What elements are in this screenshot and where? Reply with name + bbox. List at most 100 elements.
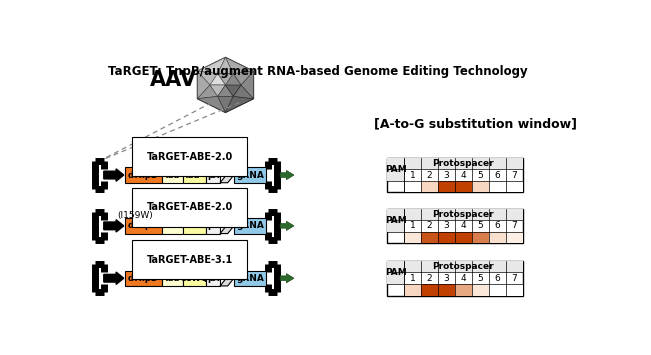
Polygon shape [220, 271, 234, 286]
Bar [387, 261, 523, 296]
Text: pA: pA [207, 170, 219, 180]
Bar [161, 218, 183, 234]
Bar [387, 208, 404, 231]
Text: 1: 1 [409, 170, 415, 180]
Bar [489, 181, 506, 192]
Text: 4: 4 [460, 170, 466, 180]
Text: 7: 7 [511, 274, 517, 283]
Bar [183, 218, 206, 234]
Bar [387, 158, 523, 192]
Bar [421, 284, 438, 296]
Text: Tad: Tad [164, 170, 180, 180]
Text: 2: 2 [426, 274, 432, 283]
Text: AAV: AAV [150, 70, 197, 89]
Text: 3: 3 [443, 274, 449, 283]
Polygon shape [220, 167, 234, 183]
Text: PAM: PAM [385, 268, 406, 277]
Text: 6: 6 [494, 274, 500, 283]
Text: TaRGET-ABE-3.1: TaRGET-ABE-3.1 [146, 255, 233, 265]
Bar [438, 181, 455, 192]
Text: 6: 6 [494, 170, 500, 180]
Text: 3: 3 [443, 170, 449, 180]
Bar [387, 158, 404, 181]
Text: [A-to-G substitution window]: [A-to-G substitution window] [374, 117, 577, 130]
Bar [489, 231, 506, 243]
Text: Protospacer: Protospacer [432, 262, 494, 271]
Polygon shape [197, 58, 253, 113]
Polygon shape [233, 85, 253, 99]
Bar [124, 271, 161, 286]
Text: 2: 2 [426, 170, 432, 180]
Text: Tad: Tad [164, 222, 180, 230]
Bar [455, 284, 472, 296]
Polygon shape [225, 58, 253, 73]
Bar [234, 271, 266, 286]
Text: 7: 7 [511, 170, 517, 180]
Bar [161, 271, 183, 286]
Bar [124, 218, 161, 234]
Bar [472, 231, 489, 243]
Polygon shape [217, 96, 233, 113]
Bar [206, 167, 220, 183]
FancyArrow shape [104, 272, 124, 284]
Bar [183, 271, 206, 286]
Text: 5: 5 [477, 274, 483, 283]
Text: 7: 7 [511, 222, 517, 230]
Text: pA: pA [207, 222, 219, 230]
FancyArrow shape [104, 220, 124, 232]
Text: 6: 6 [494, 222, 500, 230]
Bar [387, 208, 523, 243]
Text: 3: 3 [443, 222, 449, 230]
Bar [387, 261, 404, 284]
Bar [404, 158, 523, 169]
Text: 8eWQ: 8eWQ [181, 274, 208, 283]
Text: 1: 1 [409, 222, 415, 230]
Text: PAM: PAM [385, 215, 406, 225]
Polygon shape [217, 85, 233, 96]
Bar [421, 181, 438, 192]
Text: Tad*: Tad* [184, 170, 205, 180]
Polygon shape [225, 96, 253, 113]
Text: pA: pA [207, 274, 219, 283]
Polygon shape [225, 85, 241, 96]
Text: Protospacer: Protospacer [432, 210, 494, 219]
Text: dTnpB: dTnpB [128, 274, 158, 283]
FancyArrow shape [280, 274, 294, 283]
Bar [404, 231, 421, 243]
Text: TaRGET: TnpB/augment RNA-based Genome Editing Technology: TaRGET: TnpB/augment RNA-based Genome Ed… [108, 65, 528, 78]
Bar [404, 284, 421, 296]
Bar [506, 181, 523, 192]
Bar [124, 167, 161, 183]
Polygon shape [197, 85, 217, 99]
Polygon shape [225, 73, 241, 85]
Text: gRNA: gRNA [236, 222, 264, 230]
Bar [404, 261, 523, 272]
Polygon shape [217, 73, 233, 85]
Polygon shape [241, 71, 253, 99]
Bar [489, 284, 506, 296]
Text: dTnpB: dTnpB [128, 222, 158, 230]
Polygon shape [233, 71, 253, 85]
Polygon shape [220, 218, 234, 234]
Text: 5: 5 [477, 222, 483, 230]
Text: PAM: PAM [385, 165, 406, 174]
Bar [404, 208, 523, 220]
Text: 4: 4 [460, 222, 466, 230]
Polygon shape [197, 58, 225, 73]
Polygon shape [197, 71, 210, 99]
Text: TaRGET-ABE-2.0: TaRGET-ABE-2.0 [146, 152, 233, 162]
Bar [206, 218, 220, 234]
Bar [421, 231, 438, 243]
Text: TaRGET-ABE-2.0: TaRGET-ABE-2.0 [146, 202, 233, 212]
Polygon shape [210, 85, 225, 96]
FancyArrow shape [280, 170, 294, 180]
Bar [455, 231, 472, 243]
Text: gRNA: gRNA [236, 170, 264, 180]
Polygon shape [197, 96, 225, 113]
Text: 5: 5 [477, 170, 483, 180]
Bar [506, 284, 523, 296]
Text: 1: 1 [409, 274, 415, 283]
Polygon shape [217, 58, 233, 73]
Text: (I159W): (I159W) [118, 211, 154, 220]
Text: gRNA: gRNA [236, 274, 264, 283]
